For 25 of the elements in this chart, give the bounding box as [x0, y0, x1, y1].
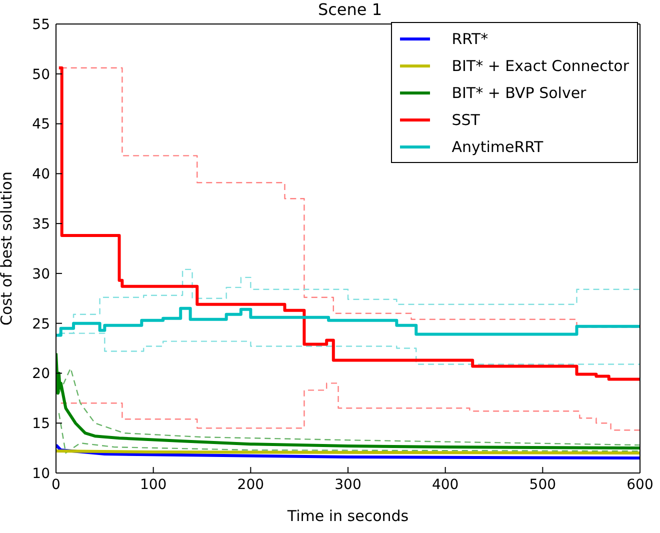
x-tick-label: 300	[334, 476, 362, 493]
x-tick-label: 500	[529, 476, 556, 493]
legend-label: BIT* + Exact Connector	[452, 56, 629, 74]
x-tick-label: 200	[237, 476, 264, 493]
x-tick-label: 100	[140, 476, 167, 493]
x-tick-label: 400	[432, 476, 459, 493]
y-tick-label: 50	[32, 66, 50, 83]
y-tick-label: 15	[32, 416, 50, 432]
y-tick-label: 55	[32, 16, 50, 33]
legend-label: RRT*	[452, 30, 488, 48]
y-axis-title: Cost of best solution	[0, 172, 16, 326]
y-tick-label: 45	[32, 116, 50, 133]
y-tick-label: 25	[32, 316, 50, 332]
y-tick-label: 10	[32, 466, 50, 482]
y-tick-label: 40	[32, 166, 50, 183]
legend-label: BIT* + BVP Solver	[452, 84, 586, 102]
legend-label: SST	[452, 110, 480, 128]
y-tick-label: 35	[32, 216, 50, 233]
y-tick-label: 30	[32, 266, 50, 282]
chart-title: Scene 1	[318, 0, 382, 19]
x-axis-title: Time in seconds	[286, 507, 409, 525]
y-tick-label: 20	[32, 366, 50, 382]
x-tick-label: 600	[626, 476, 654, 493]
x-tick-label: 0	[52, 476, 60, 493]
legend-label: AnytimeRRT	[452, 138, 544, 156]
